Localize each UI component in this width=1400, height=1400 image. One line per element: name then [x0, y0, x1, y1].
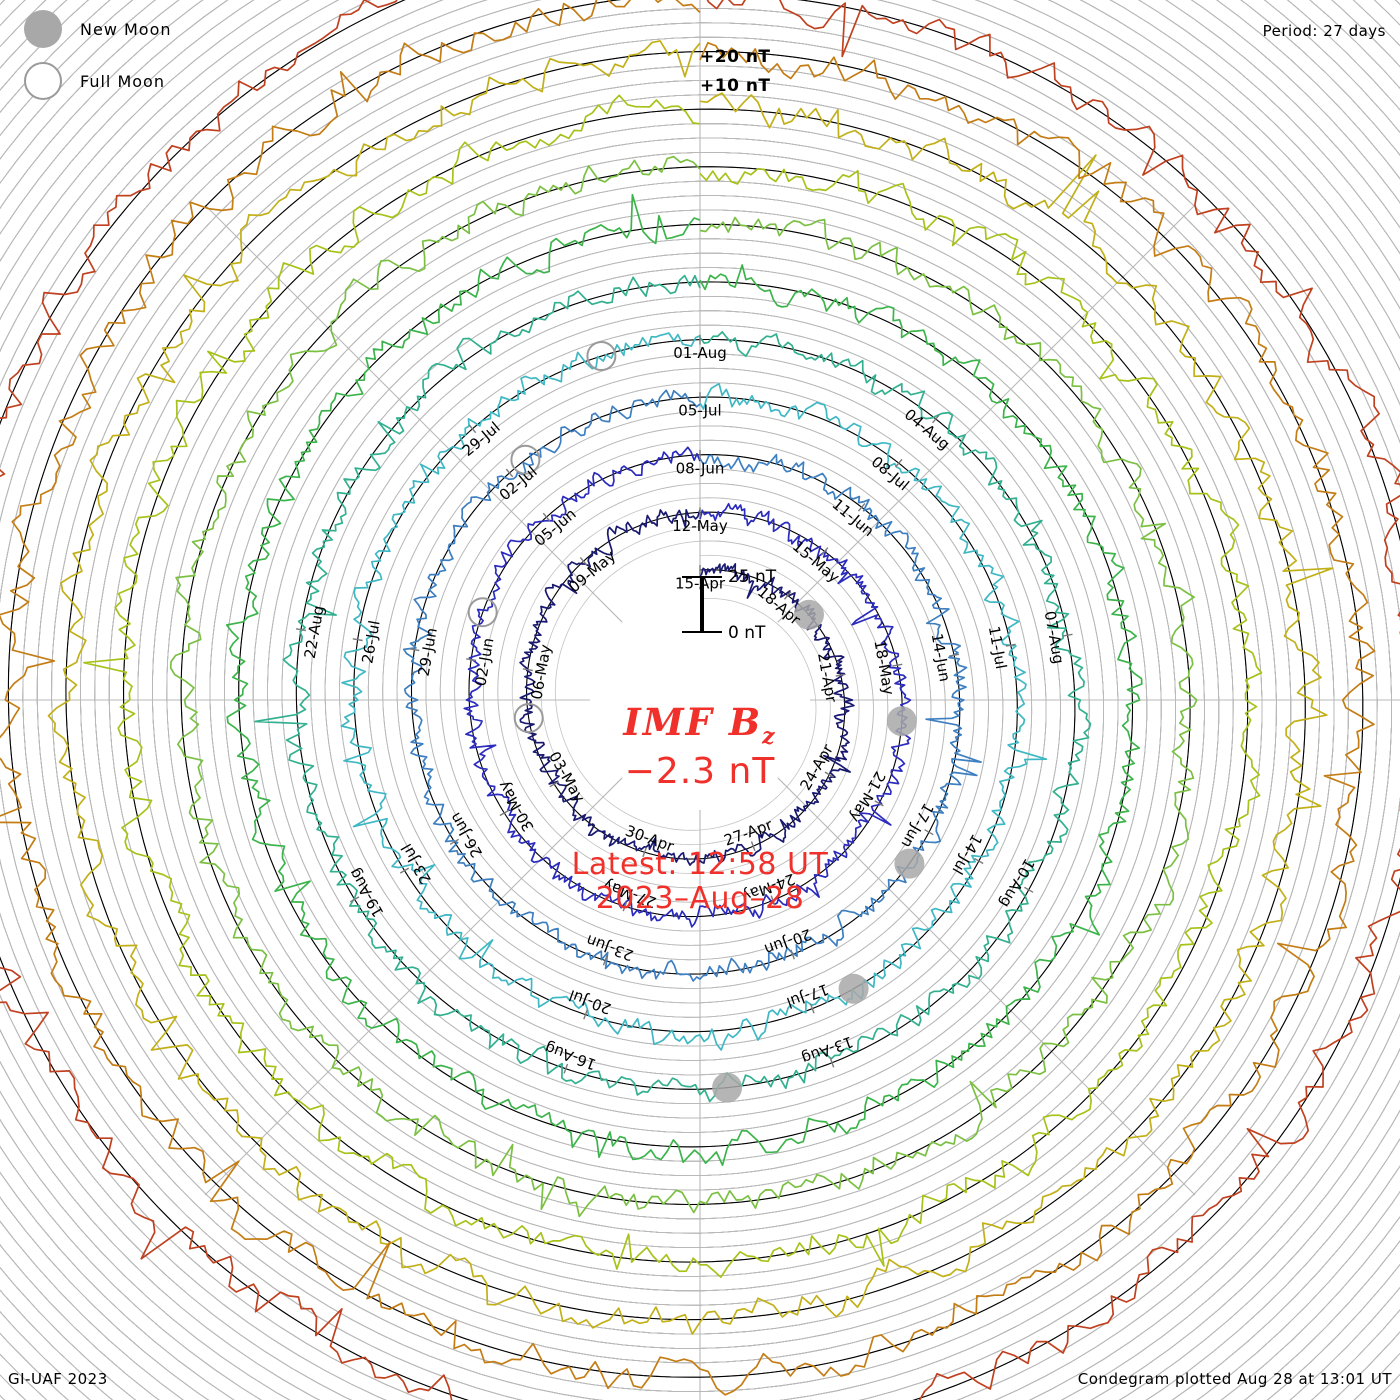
date-tick-label: 17-Jun: [897, 800, 937, 851]
date-tick-label: 17-Jul: [784, 980, 831, 1012]
date-tick-label: 19-Aug: [345, 865, 387, 920]
date-tick-label: 14-Jul: [948, 831, 985, 878]
date-tick-label: 27-May: [600, 876, 658, 912]
new-moon-icon: [24, 10, 62, 48]
date-tick-label: 02-Jun: [471, 636, 497, 687]
date-tick-label: 05-Jul: [678, 402, 721, 420]
date-tick-label: 08-Jul: [868, 453, 913, 495]
full-moon-icon: [24, 62, 62, 100]
date-tick-label: 03-May: [545, 748, 588, 805]
date-tick-label: 23-Jul: [398, 841, 435, 888]
date-tick-label: 02-Jul: [496, 462, 541, 504]
date-tick-label: 24-May: [739, 870, 797, 906]
scale-label-top: 25 nT: [728, 567, 777, 587]
date-tick-label: 18-May: [870, 639, 897, 697]
date-tick-label: 26-Jun: [446, 809, 486, 860]
legend-item-full-moon: Full Moon: [24, 62, 165, 100]
date-tick-label: 20-Jun: [762, 925, 814, 959]
date-tick-label: 16-Aug: [542, 1038, 598, 1073]
date-tick-layer: [295, 334, 1073, 1074]
ring-label-20nt: +20 nT: [700, 47, 771, 67]
date-tick-label: 21-Apr: [814, 651, 841, 704]
date-tick-label: 29-Jul: [459, 418, 504, 460]
moon-phase-legend: New Moon Full Moon: [0, 0, 330, 120]
date-tick-label: 24-Apr: [796, 740, 837, 793]
date-tick-label: 29-Jun: [415, 626, 441, 677]
date-tick-label: 12-May: [672, 517, 728, 535]
date-tick-label: 27-Apr: [722, 815, 776, 849]
legend-label-full-moon: Full Moon: [80, 71, 165, 91]
legend-label-new-moon: New Moon: [80, 19, 172, 39]
ring-label-10nt: +10 nT: [700, 76, 771, 96]
credit-left: GI-UAF 2023: [8, 1370, 108, 1388]
date-tick-label: 30-Apr: [623, 822, 677, 856]
date-tick-label: 13-Aug: [799, 1032, 855, 1067]
legend-item-new-moon: New Moon: [24, 10, 172, 48]
date-tick-label: 22-Aug: [301, 604, 328, 660]
date-tick-label: 11-Jul: [985, 625, 1010, 671]
credit-right: Condegram plotted Aug 28 at 13:01 UT: [1077, 1370, 1392, 1388]
date-tick-label: 15-May: [789, 537, 843, 587]
date-tick-label: 05-Jun: [531, 505, 580, 550]
date-tick-label: 01-Aug: [673, 344, 726, 362]
scale-bar: [682, 576, 722, 633]
scale-label-bottom: 0 nT: [728, 623, 766, 643]
period-label: Period: 27 days: [1262, 22, 1386, 40]
moon-marker-layer: [467, 341, 925, 1103]
date-tick-label: 08-Jun: [676, 459, 725, 477]
